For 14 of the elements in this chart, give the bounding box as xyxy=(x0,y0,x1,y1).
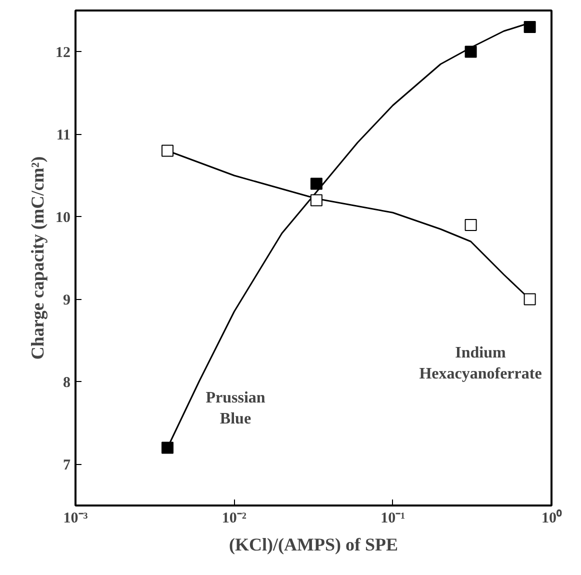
y-tick-label: 7 xyxy=(63,457,71,474)
x-tick-label: 10⁻² xyxy=(222,510,247,526)
y-tick-label: 10 xyxy=(56,210,70,226)
annotation: Prussian Blue xyxy=(206,389,266,428)
y-tick-label: 12 xyxy=(56,44,70,61)
x-tick-label: 10⁻¹ xyxy=(380,510,406,526)
y-axis-title: Charge capacity (mC/cm²) xyxy=(28,156,48,360)
y-tick-label: 8 xyxy=(63,374,70,391)
y-tick-label: 11 xyxy=(56,127,71,144)
y-tick-label: 9 xyxy=(63,292,70,308)
x-tick-label: 10⁰ xyxy=(542,508,562,526)
x-tick-label: 10⁻³ xyxy=(63,510,88,526)
annotation: Indium Hexacyanoferrate xyxy=(419,344,542,383)
x-axis-title: (KCl)/(AMPS) of SPE xyxy=(229,534,398,554)
